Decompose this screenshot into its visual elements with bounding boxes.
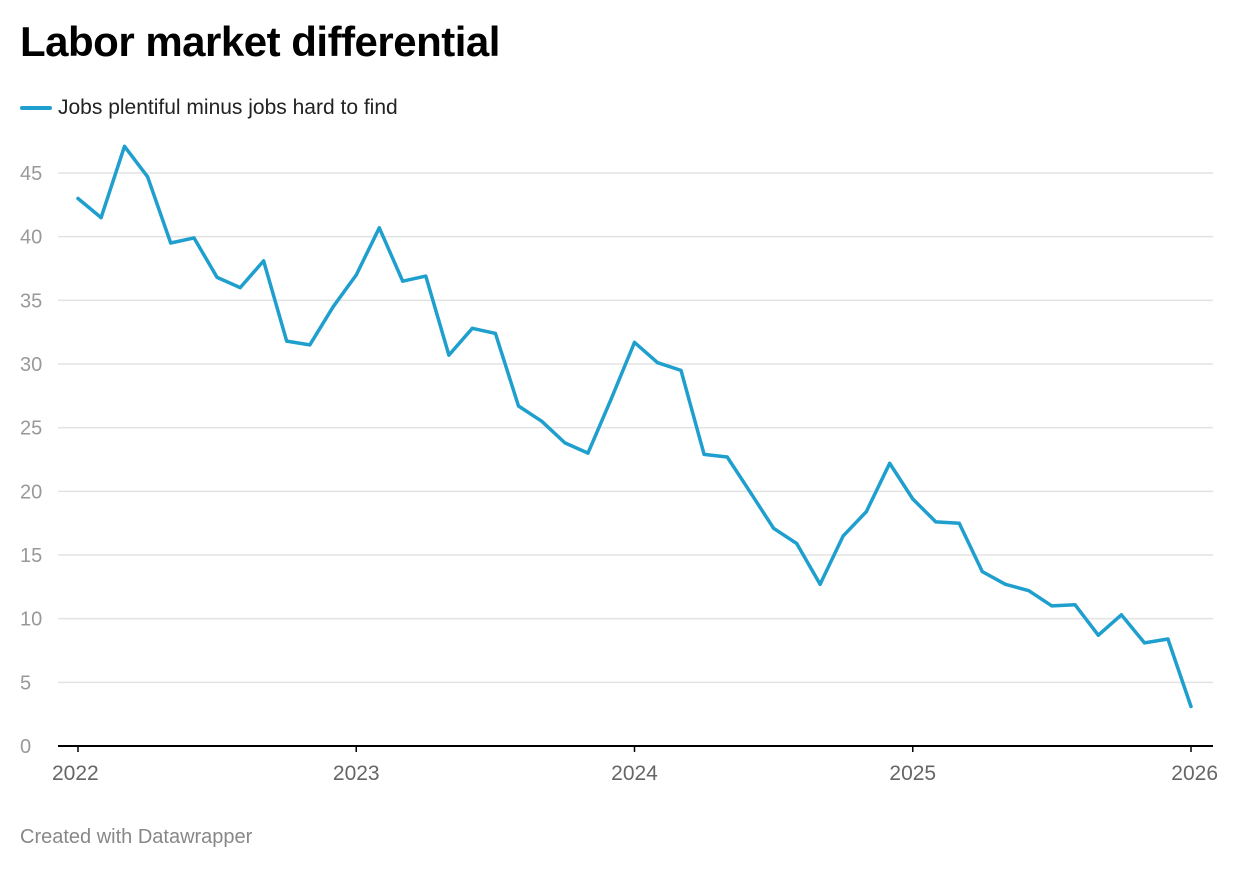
data-point: [1119, 613, 1123, 617]
data-point: [1027, 589, 1031, 593]
x-tick-label: 2025: [889, 762, 936, 785]
y-tick-label: 5: [20, 672, 31, 694]
data-point: [702, 452, 706, 456]
data-point: [1050, 604, 1054, 608]
y-tick-label: 30: [20, 354, 42, 376]
y-tick-label: 20: [20, 481, 42, 503]
data-point: [725, 455, 729, 459]
data-point: [795, 541, 799, 546]
data-point: [540, 419, 544, 423]
x-tick-label: 2022: [52, 762, 99, 785]
data-point: [563, 441, 567, 445]
data-point: [841, 534, 845, 538]
data-point: [424, 274, 428, 278]
data-point: [470, 326, 474, 330]
data-point: [1166, 637, 1170, 641]
data-point: [516, 404, 521, 408]
data-point: [401, 279, 405, 283]
data-point: [1142, 641, 1147, 645]
x-tick-label: 2026: [1171, 762, 1218, 785]
data-point: [748, 491, 753, 495]
data-point: [888, 461, 892, 465]
y-tick-label: 15: [20, 545, 42, 567]
data-point: [1003, 582, 1008, 586]
data-point: [1073, 603, 1077, 607]
data-point: [1096, 633, 1100, 637]
y-tick-label: 25: [20, 418, 42, 440]
data-point: [609, 396, 614, 400]
data-point: [447, 353, 451, 357]
data-point: [308, 343, 312, 347]
data-point: [99, 216, 103, 220]
legend: Jobs plentiful minus jobs hard to find: [20, 95, 398, 121]
data-point: [146, 175, 150, 179]
y-tick-label: 40: [20, 227, 42, 249]
y-tick-label: 0: [20, 736, 31, 758]
data-point: [354, 273, 358, 277]
data-point: [980, 570, 984, 574]
data-point: [262, 259, 266, 263]
footer-credit: Created with Datawrapper: [20, 826, 253, 848]
legend-label: Jobs plentiful minus jobs hard to find: [58, 96, 398, 119]
data-point: [238, 286, 242, 290]
data-point: [632, 340, 637, 344]
y-tick-label: 45: [20, 163, 42, 185]
data-point: [911, 497, 915, 501]
y-tick-label: 35: [20, 290, 42, 312]
data-point: [656, 361, 660, 365]
chart-title: Labor market differential: [20, 18, 500, 65]
data-point: [122, 144, 127, 148]
data-point: [285, 339, 289, 343]
data-point: [76, 196, 80, 201]
data-point: [169, 241, 173, 245]
data-point: [192, 236, 196, 240]
data-point: [934, 520, 938, 524]
data-point: [957, 521, 961, 525]
data-point: [864, 510, 868, 514]
data-point: [586, 451, 590, 455]
series-line-0: [76, 144, 1193, 709]
data-point: [493, 331, 497, 335]
data-point: [772, 526, 776, 530]
x-tick-label: 2023: [333, 762, 380, 785]
data-point: [1189, 704, 1193, 709]
y-tick-label: 10: [20, 609, 42, 631]
data-point: [331, 305, 335, 309]
x-tick-label: 2024: [611, 762, 658, 785]
data-point: [679, 368, 683, 372]
data-point: [377, 226, 381, 230]
legend-line-swatch: [20, 106, 52, 110]
data-point: [215, 275, 219, 279]
data-point: [818, 582, 822, 586]
